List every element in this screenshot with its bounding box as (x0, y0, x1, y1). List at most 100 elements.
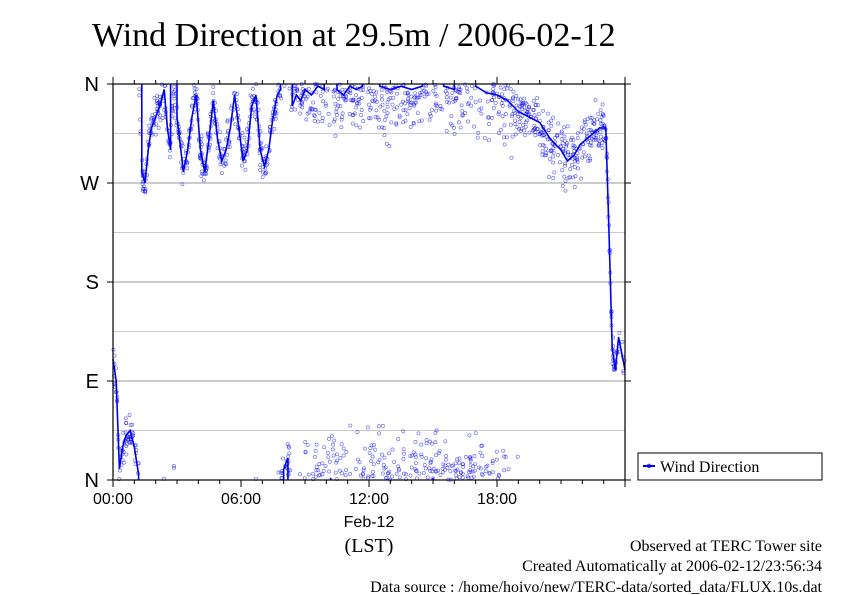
data-point (491, 105, 496, 110)
data-point (401, 471, 406, 476)
data-point (434, 428, 439, 433)
x-tick-label: 06:00 (221, 491, 261, 508)
data-point (502, 468, 507, 473)
data-point (544, 146, 549, 151)
data-point (317, 110, 322, 115)
data-point (562, 174, 567, 179)
data-point (473, 462, 478, 467)
data-point (482, 136, 487, 140)
data-point (455, 467, 460, 472)
data-point (313, 448, 318, 453)
data-point (233, 90, 238, 95)
data-point (551, 150, 556, 155)
data-point (592, 130, 597, 135)
data-point (494, 449, 499, 454)
data-point (520, 106, 525, 111)
data-point (597, 142, 602, 147)
legend: Wind Direction (637, 452, 823, 481)
series-line-segment (378, 84, 424, 91)
data-point (326, 455, 331, 460)
data-point (600, 141, 605, 146)
x-tick-label: 12:00 (349, 491, 389, 508)
data-point (329, 434, 334, 439)
data-point (496, 110, 501, 115)
data-point (382, 133, 387, 138)
data-point (585, 117, 590, 122)
data-point (419, 118, 424, 123)
data-point (433, 440, 438, 445)
data-point (513, 118, 518, 123)
data-point (260, 170, 265, 175)
data-point (354, 105, 359, 110)
data-point (547, 157, 552, 162)
data-point (412, 95, 417, 100)
data-point (350, 121, 355, 126)
data-point (568, 167, 573, 171)
data-point (546, 111, 550, 116)
data-point (361, 471, 365, 476)
data-point (598, 118, 603, 123)
data-point (332, 119, 336, 124)
data-point (339, 125, 344, 130)
data-point (490, 459, 495, 463)
legend-label: Wind Direction (660, 459, 759, 476)
data-point (596, 111, 601, 116)
data-point (305, 443, 310, 447)
data-point (192, 83, 196, 87)
data-point (359, 108, 364, 113)
data-point (551, 154, 556, 159)
data-point (320, 89, 325, 94)
data-point (515, 454, 520, 459)
data-point (558, 160, 563, 165)
data-point (468, 469, 473, 474)
data-point (417, 471, 422, 476)
data-point (225, 118, 230, 123)
data-point (281, 456, 286, 461)
data-point (373, 114, 378, 119)
data-point (519, 126, 524, 131)
data-point (485, 99, 490, 104)
data-point (408, 124, 413, 129)
data-point (357, 97, 362, 102)
data-point (422, 94, 427, 99)
data-point (332, 117, 337, 122)
data-point (401, 108, 406, 113)
data-point (440, 107, 445, 112)
data-point (312, 114, 317, 118)
data-point (465, 102, 470, 107)
data-point (340, 87, 345, 92)
data-point (286, 454, 291, 459)
data-point (355, 457, 360, 462)
data-point (411, 121, 416, 126)
data-point (419, 454, 424, 459)
data-point (521, 122, 526, 127)
data-point (314, 90, 319, 95)
data-point (479, 443, 484, 448)
series-line (112, 84, 626, 480)
data-point (451, 99, 456, 104)
data-point (333, 133, 338, 138)
data-point (351, 98, 356, 103)
data-point (510, 134, 515, 139)
data-point (536, 103, 541, 107)
data-point (535, 126, 540, 131)
data-point (475, 135, 480, 140)
data-point (469, 103, 474, 108)
data-point (366, 90, 371, 95)
data-point (279, 96, 284, 101)
data-point (359, 88, 364, 93)
series-line-segment (282, 457, 289, 480)
data-point (371, 469, 375, 474)
data-point (544, 150, 549, 155)
data-point (417, 119, 422, 124)
data-point (491, 470, 496, 475)
data-point (427, 466, 432, 471)
data-point (397, 113, 402, 118)
data-point (428, 113, 433, 118)
data-point (458, 125, 463, 130)
data-point (300, 105, 305, 110)
data-point (361, 466, 366, 471)
footer-created: Created Automatically at 2006-02-12/23:5… (522, 558, 822, 575)
data-point (587, 128, 592, 132)
data-point (335, 458, 340, 463)
